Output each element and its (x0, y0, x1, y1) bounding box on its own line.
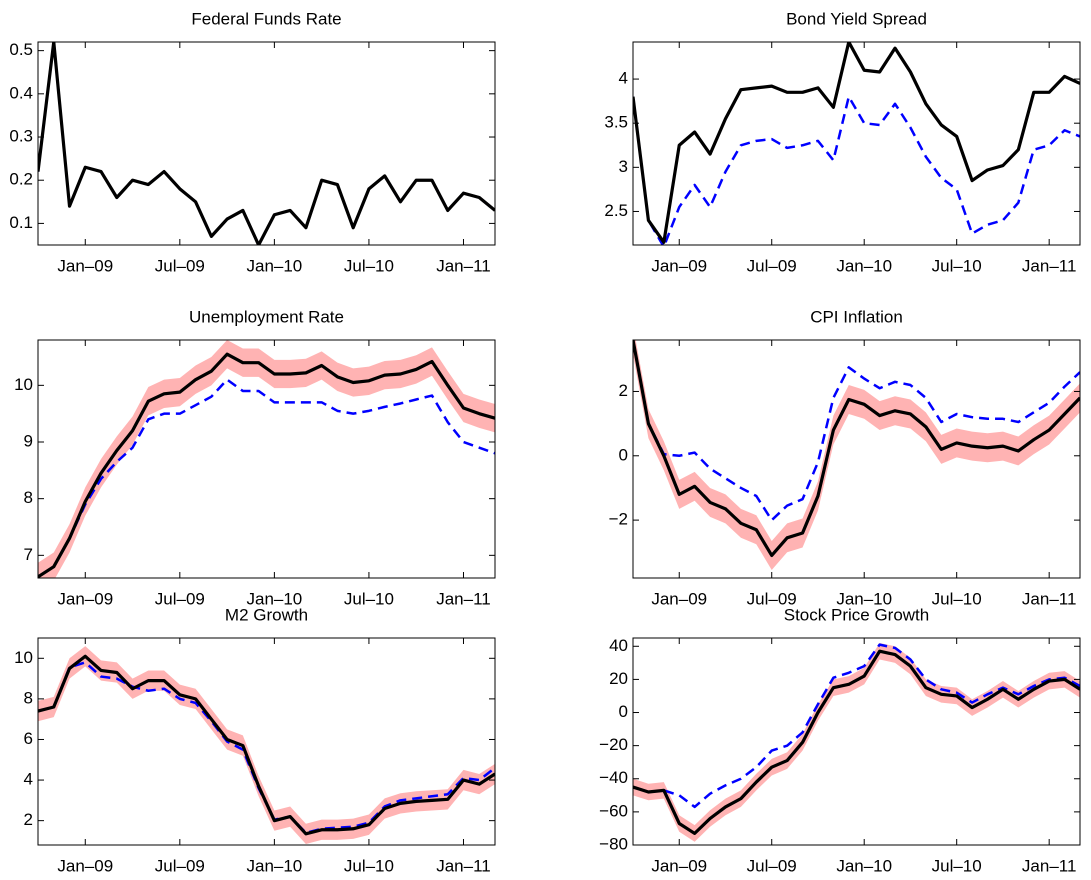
y-tick-label: 8 (24, 488, 33, 507)
axes-box (37, 637, 496, 846)
y-tick-label: 2.5 (604, 201, 628, 220)
y-tick-label: −80 (599, 834, 628, 853)
series-line (633, 643, 1080, 809)
x-tick-label: Jan–10 (836, 856, 892, 875)
y-tick-label: 0 (619, 702, 628, 721)
y-tick-label: 7 (24, 545, 33, 564)
x-tick-label: Jan–09 (651, 856, 707, 875)
x-tick-label: Jan–11 (436, 256, 491, 275)
series-line (38, 42, 495, 245)
plot-area (38, 340, 495, 578)
x-tick-label: Jan–09 (57, 256, 113, 275)
x-tick-label: Jul–10 (932, 256, 982, 275)
y-tick-label: 0.3 (9, 127, 33, 146)
x-tick-label: Jan–10 (246, 856, 302, 875)
y-tick-label: 4 (619, 69, 628, 88)
y-tick-label: 0.2 (9, 170, 33, 189)
plot-area (633, 340, 1080, 570)
confidence-band (633, 340, 1080, 570)
x-tick-label: Jul–09 (747, 856, 797, 875)
axes-box (632, 339, 1081, 579)
series-line (633, 95, 1080, 245)
confidence-band (38, 646, 495, 844)
x-tick-label: Jan–09 (57, 856, 113, 875)
x-tick-label: Jul–09 (155, 256, 205, 275)
plot-area (38, 646, 495, 844)
y-tick-label: 10 (14, 648, 33, 667)
y-tick-label: 2 (24, 810, 33, 829)
x-tick-label: Jan–09 (651, 256, 707, 275)
x-tick-label: Jul–09 (747, 589, 797, 608)
x-tick-label: Jan–10 (836, 256, 892, 275)
y-tick-label: 8 (24, 688, 33, 707)
x-tick-label: Jan–11 (1022, 856, 1077, 875)
y-tick-label: 0.5 (9, 40, 33, 59)
chart-title: CPI Inflation (810, 307, 903, 326)
x-tick-label: Jan–11 (436, 856, 491, 875)
series-line (633, 649, 1080, 836)
y-tick-label: 3 (619, 157, 628, 176)
x-tick-label: Jan–09 (651, 589, 707, 608)
y-tick-label: 9 (24, 431, 33, 450)
y-tick-label: 6 (24, 729, 33, 748)
x-tick-label: Jan–10 (836, 589, 892, 608)
y-tick-label: −2 (609, 510, 628, 529)
confidence-band (633, 642, 1080, 842)
y-tick-label: 0.1 (9, 213, 33, 232)
chart-title: Stock Price Growth (784, 605, 930, 624)
y-tick-label: −60 (599, 801, 628, 820)
x-tick-label: Jul–09 (155, 589, 205, 608)
axes-box (37, 41, 496, 246)
x-tick-label: Jan–11 (1022, 256, 1077, 275)
series-line (38, 42, 495, 245)
series-line (38, 654, 495, 836)
y-tick-label: 3.5 (604, 113, 628, 132)
x-tick-label: Jul–10 (344, 256, 394, 275)
axes-box (632, 41, 1081, 246)
plot-area (633, 42, 1080, 245)
y-tick-label: 2 (619, 381, 628, 400)
y-tick-label: 10 (14, 375, 33, 394)
x-tick-label: Jan–10 (246, 589, 302, 608)
series-line (633, 42, 1080, 244)
chart-title: Unemployment Rate (189, 307, 344, 326)
axes-box (37, 339, 496, 579)
x-tick-label: Jan–11 (436, 589, 491, 608)
plot-area (633, 642, 1080, 842)
x-tick-label: Jan–10 (246, 256, 302, 275)
x-tick-label: Jul–09 (747, 256, 797, 275)
chart-title: M2 Growth (225, 605, 308, 624)
series-line (38, 378, 495, 578)
y-tick-label: −20 (599, 735, 628, 754)
y-tick-label: 20 (609, 669, 628, 688)
axes-box (632, 637, 1081, 846)
plot-area (38, 42, 495, 245)
y-tick-label: 40 (609, 636, 628, 655)
series-line (633, 340, 1080, 558)
y-tick-label: 0.4 (9, 83, 33, 102)
y-tick-label: 4 (24, 770, 33, 789)
x-tick-label: Jan–11 (1022, 589, 1077, 608)
series-line (38, 352, 495, 578)
chart-title: Federal Funds Rate (191, 9, 341, 28)
y-tick-label: −40 (599, 768, 628, 787)
x-tick-label: Jul–10 (344, 589, 394, 608)
x-tick-label: Jul–09 (155, 856, 205, 875)
x-tick-label: Jul–10 (344, 856, 394, 875)
series-line (633, 340, 1080, 522)
y-tick-label: 0 (619, 445, 628, 464)
x-tick-label: Jul–10 (932, 856, 982, 875)
x-tick-label: Jan–09 (57, 589, 113, 608)
x-tick-label: Jul–10 (932, 589, 982, 608)
chart-title: Bond Yield Spread (786, 9, 927, 28)
